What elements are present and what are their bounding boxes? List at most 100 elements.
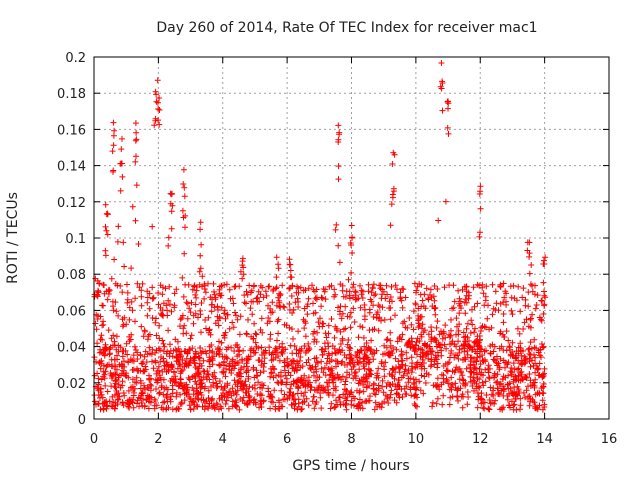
data-point: [189, 345, 196, 352]
data-point: [333, 350, 339, 357]
data-point: [302, 382, 309, 389]
data-point: [381, 316, 388, 323]
data-point: [440, 363, 447, 369]
data-point: [152, 319, 159, 326]
data-point: [389, 373, 396, 380]
data-point: [346, 371, 353, 378]
data-point: [228, 344, 235, 351]
data-point: [444, 124, 451, 131]
data-point: [259, 284, 266, 291]
data-point: [411, 379, 418, 386]
data-point: [508, 307, 515, 314]
data-point: [422, 305, 429, 312]
data-point: [119, 316, 126, 323]
data-point: [395, 391, 402, 398]
data-point: [378, 317, 384, 324]
data-point: [110, 119, 117, 126]
data-point: [181, 250, 188, 257]
data-point: [442, 322, 449, 329]
data-point: [152, 117, 159, 124]
data-point: [288, 381, 295, 388]
data-point: [253, 367, 260, 374]
data-point: [182, 224, 188, 231]
data-point: [260, 368, 267, 375]
data-point: [165, 297, 172, 304]
data-point: [226, 325, 233, 332]
data-point: [198, 300, 205, 306]
data-point: [205, 387, 212, 394]
data-point: [278, 387, 285, 394]
data-point: [243, 288, 250, 295]
data-point: [407, 384, 414, 391]
data-point: [427, 286, 434, 293]
data-point: [434, 360, 441, 367]
data-point: [286, 393, 293, 400]
data-point: [124, 351, 131, 358]
data-point: [383, 383, 390, 390]
data-point: [513, 376, 520, 383]
data-point: [315, 359, 321, 366]
data-point: [246, 282, 253, 289]
data-point: [181, 193, 188, 200]
data-point: [208, 383, 214, 390]
data-point: [500, 383, 507, 390]
data-point: [194, 395, 201, 402]
data-point: [216, 378, 223, 385]
data-point: [118, 146, 125, 153]
data-point: [410, 308, 417, 315]
data-point: [480, 290, 487, 297]
data-point: [112, 363, 119, 370]
data-point: [146, 344, 153, 351]
data-point: [408, 321, 415, 328]
data-point: [355, 380, 362, 387]
data-point: [278, 369, 284, 376]
data-point: [427, 291, 433, 298]
data-point: [99, 322, 106, 329]
data-point: [252, 401, 259, 408]
data-point: [383, 337, 390, 343]
data-point: [289, 357, 296, 364]
data-point: [372, 399, 379, 406]
data-point: [250, 397, 257, 404]
data-point: [441, 284, 448, 291]
data-point: [449, 393, 456, 400]
data-point: [267, 305, 274, 312]
data-point: [347, 324, 354, 331]
data-point: [170, 368, 177, 375]
data-point: [297, 284, 304, 291]
data-point: [307, 365, 314, 371]
data-point: [249, 311, 256, 318]
data-point: [333, 397, 339, 404]
data-point: [340, 326, 347, 333]
data-point: [321, 387, 328, 394]
y-axis-label: ROTI / TECUs: [5, 192, 21, 284]
data-point: [169, 202, 176, 209]
data-point: [110, 303, 116, 310]
data-point: [500, 280, 507, 287]
data-point: [334, 358, 341, 365]
data-point: [320, 320, 327, 327]
data-point: [454, 386, 461, 393]
data-point: [509, 339, 516, 346]
data-point: [254, 391, 261, 397]
data-point: [347, 309, 354, 316]
data-point: [132, 120, 139, 127]
data-point: [542, 294, 549, 301]
data-point: [322, 345, 329, 352]
data-point: [343, 406, 350, 413]
data-point: [387, 329, 394, 336]
data-point: [102, 399, 109, 406]
data-point: [273, 372, 279, 379]
data-point: [336, 131, 343, 138]
data-point: [279, 344, 286, 351]
data-point: [233, 312, 239, 319]
data-point: [487, 384, 494, 391]
data-point: [446, 401, 453, 408]
data-point: [448, 350, 454, 357]
data-point: [504, 393, 511, 399]
data-point: [104, 388, 111, 395]
data-point: [336, 394, 343, 401]
data-point: [380, 363, 387, 370]
data-point: [167, 398, 174, 405]
data-point: [433, 324, 440, 331]
